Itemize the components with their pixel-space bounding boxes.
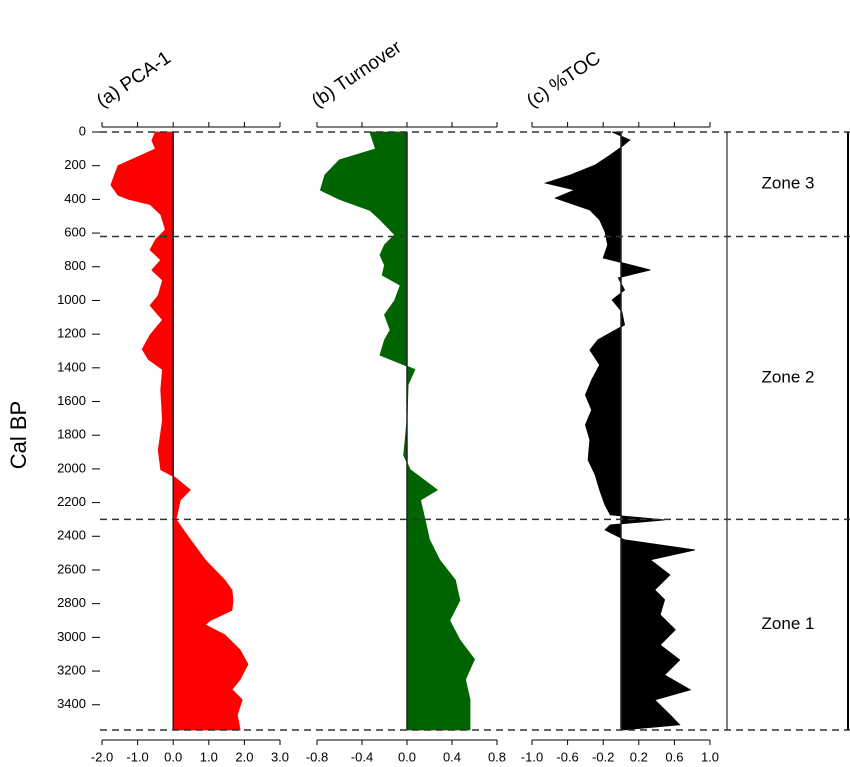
y-tick-label: 3400: [57, 696, 86, 711]
y-tick-label: 1000: [57, 292, 86, 307]
x-tick-label: -0.6: [556, 749, 578, 764]
y-axis-label: Cal BP: [6, 401, 31, 469]
y-tick-label: 2600: [57, 561, 86, 576]
x-tick-label: 0.6: [665, 749, 683, 764]
y-tick-label: 2800: [57, 595, 86, 610]
x-tick-label: 1.0: [701, 749, 719, 764]
profile-area: [543, 131, 695, 731]
x-tick-label: -0.2: [592, 749, 614, 764]
x-tick-label: 0.8: [488, 749, 506, 764]
x-tick-label: 0.0: [164, 749, 182, 764]
x-tick-label: -0.8: [306, 749, 328, 764]
zone-label: Zone 1: [762, 614, 815, 633]
y-tick-label: 400: [64, 191, 86, 206]
panel-title: (a) PCA-1: [93, 48, 175, 113]
x-tick-label: -2.0: [91, 749, 113, 764]
zone-label: Zone 2: [762, 367, 815, 386]
x-tick-label: 0.4: [443, 749, 461, 764]
profile-area: [110, 131, 249, 731]
x-tick-label: 3.0: [271, 749, 289, 764]
y-tick-label: 1200: [57, 326, 86, 341]
y-tick-label: 1400: [57, 359, 86, 374]
x-tick-label: 2.0: [235, 749, 253, 764]
x-tick-label: 0.0: [398, 749, 416, 764]
y-tick-label: 2000: [57, 460, 86, 475]
y-tick-label: 1600: [57, 393, 86, 408]
y-tick-label: 800: [64, 258, 86, 273]
x-tick-label: -1.0: [521, 749, 543, 764]
panel-title: (c) %TOC: [523, 48, 604, 112]
y-tick-label: 3000: [57, 629, 86, 644]
panel-title: (b) Turnover: [308, 36, 406, 112]
y-tick-label: 600: [64, 225, 86, 240]
y-tick-label: 2400: [57, 528, 86, 543]
y-tick-label: 200: [64, 157, 86, 172]
y-tick-label: 1800: [57, 427, 86, 442]
x-tick-label: -0.4: [351, 749, 373, 764]
y-tick-label: 0: [79, 123, 86, 138]
zone-label: Zone 3: [762, 174, 815, 193]
y-tick-label: 3200: [57, 662, 86, 677]
y-tick-label: 2200: [57, 494, 86, 509]
x-tick-label: 1.0: [200, 749, 218, 764]
x-tick-label: -1.0: [126, 749, 148, 764]
x-tick-label: 0.2: [630, 749, 648, 764]
profile-area: [319, 131, 475, 731]
